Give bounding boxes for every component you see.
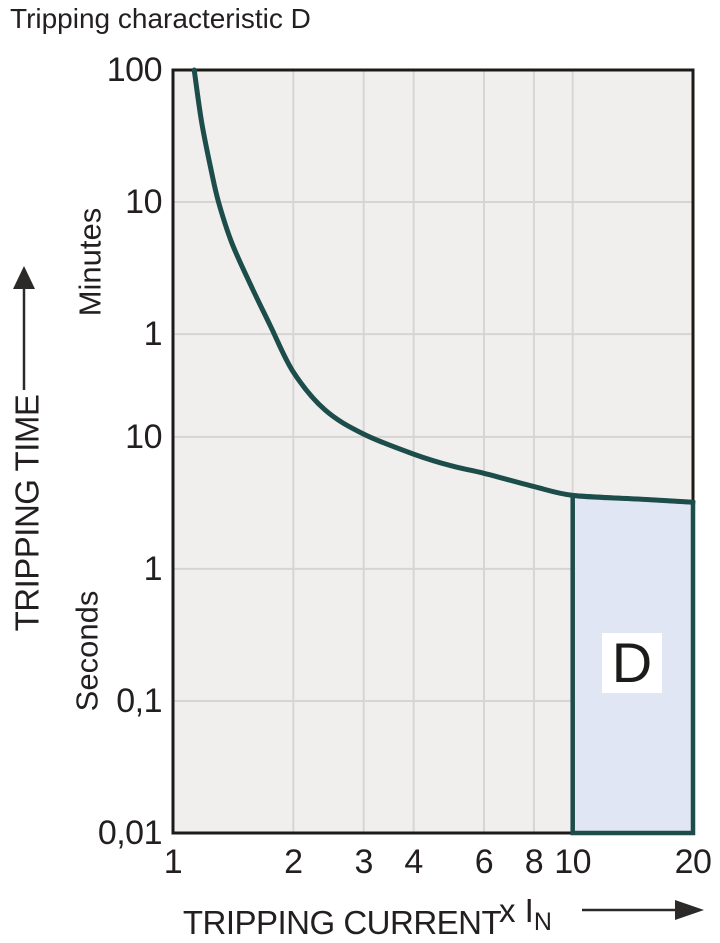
x-tick-label: 6 [474, 843, 494, 881]
y-tick-label: 10 [125, 417, 162, 456]
right-arrow-icon [582, 900, 704, 920]
x-tick-label: 2 [284, 843, 303, 881]
plot-border [171, 68, 695, 835]
multiplier-subscript: N [533, 908, 552, 936]
y-tick-label: 100 [106, 51, 163, 89]
multiplier-prefix: x I [499, 892, 534, 929]
y-tick-label: 0,1 [116, 681, 162, 720]
x-tick-label: 4 [404, 843, 423, 881]
x-tick-label: 8 [524, 843, 544, 881]
chart-title: Tripping characteristic D [10, 3, 311, 34]
x-tick-label: 1 [163, 843, 183, 881]
y-axis-title: TRIPPING TIME [8, 394, 46, 632]
x-tick-label: 10 [554, 843, 592, 881]
y-tick-label: 10 [125, 183, 162, 222]
x-axis-title: TRIPPING CURRENT [182, 904, 502, 941]
x-axis-multiplier: x IN [499, 894, 552, 935]
y-unit-label-minutes: Minutes [72, 207, 108, 317]
up-arrow-icon [13, 266, 35, 390]
x-tick-label: 20 [674, 843, 712, 881]
region-label-d: D [602, 633, 662, 693]
x-tick-label: 3 [354, 843, 373, 881]
tripping-curve [191, 67, 696, 505]
y-tick-label: 1 [143, 549, 163, 588]
y-tick-label: 0,01 [97, 814, 163, 852]
y-unit-label-seconds: Seconds [69, 590, 105, 712]
y-tick-label: 1 [143, 315, 163, 354]
